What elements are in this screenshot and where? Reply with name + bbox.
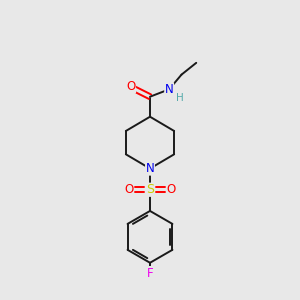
Text: S: S [146,183,154,196]
Text: O: O [167,183,176,196]
Text: H: H [176,93,183,103]
Text: N: N [165,83,173,96]
Text: O: O [126,80,136,93]
Text: F: F [147,267,153,280]
Text: O: O [124,183,134,196]
Text: N: N [146,162,154,175]
